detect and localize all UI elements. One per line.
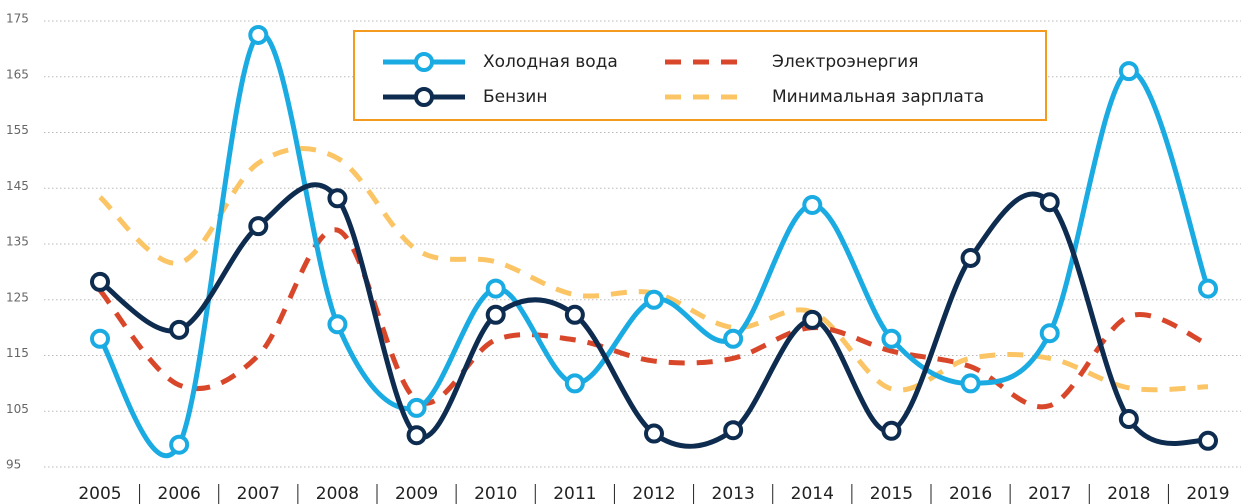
point bbox=[327, 188, 348, 209]
point bbox=[960, 247, 981, 268]
point bbox=[406, 397, 427, 418]
point bbox=[564, 373, 585, 394]
point bbox=[802, 194, 823, 215]
point bbox=[1198, 278, 1218, 299]
y-tick-label: 115 bbox=[6, 346, 29, 360]
y-tick-label: 145 bbox=[6, 179, 29, 193]
point bbox=[1198, 430, 1218, 451]
y-tick-label: 165 bbox=[6, 67, 29, 81]
y-tick-label: 155 bbox=[6, 123, 29, 137]
x-tick-label: 2012 bbox=[632, 484, 675, 504]
legend-label: Холодная вода bbox=[483, 52, 618, 72]
x-tick-label: 2005 bbox=[78, 484, 121, 504]
point bbox=[1118, 61, 1139, 82]
x-tick-label: 2009 bbox=[395, 484, 438, 504]
point bbox=[406, 425, 427, 446]
point bbox=[169, 434, 190, 455]
point bbox=[564, 304, 585, 325]
point bbox=[1118, 409, 1139, 430]
legend-marker bbox=[414, 52, 434, 72]
point bbox=[327, 314, 348, 335]
series-line bbox=[98, 227, 1210, 410]
point bbox=[485, 278, 506, 299]
x-tick-label: 2008 bbox=[316, 484, 359, 504]
y-tick-label: 175 bbox=[6, 12, 29, 26]
point bbox=[90, 328, 110, 349]
x-tick-label: 2018 bbox=[1107, 484, 1150, 504]
point bbox=[723, 420, 744, 441]
point bbox=[881, 328, 902, 349]
x-tick-label: 2019 bbox=[1186, 484, 1229, 504]
x-tick-label: 2013 bbox=[712, 484, 755, 504]
y-tick-label: 105 bbox=[6, 402, 29, 416]
legend-label: Минимальная зарплата bbox=[772, 87, 984, 107]
y-tick-label: 135 bbox=[6, 235, 29, 249]
legend-box bbox=[353, 30, 1047, 121]
point bbox=[169, 319, 190, 340]
legend-label: Бензин bbox=[483, 87, 547, 107]
point bbox=[90, 271, 110, 292]
x-tick-label: 2006 bbox=[158, 484, 201, 504]
point bbox=[644, 289, 664, 310]
point bbox=[881, 420, 902, 441]
x-tick-label: 2017 bbox=[1028, 484, 1071, 504]
x-tick-label: 2014 bbox=[791, 484, 834, 504]
x-tick-label: 2016 bbox=[949, 484, 992, 504]
series-line bbox=[98, 146, 1209, 393]
point bbox=[248, 216, 269, 237]
point bbox=[1039, 192, 1060, 213]
x-tick-label: 2011 bbox=[553, 484, 596, 504]
point bbox=[1039, 323, 1060, 344]
x-tick-label: 2010 bbox=[474, 484, 517, 504]
y-tick-label: 95 bbox=[6, 458, 21, 472]
point bbox=[960, 373, 981, 394]
point bbox=[485, 304, 506, 325]
y-tick-label: 125 bbox=[6, 290, 29, 304]
x-tick-label: 2007 bbox=[237, 484, 280, 504]
legend-label: Электроэнергия bbox=[772, 52, 918, 72]
point bbox=[802, 309, 823, 330]
legend-marker bbox=[414, 87, 434, 107]
x-tick-label: 2015 bbox=[870, 484, 913, 504]
point bbox=[644, 423, 664, 444]
point bbox=[248, 24, 269, 45]
point bbox=[723, 328, 744, 349]
